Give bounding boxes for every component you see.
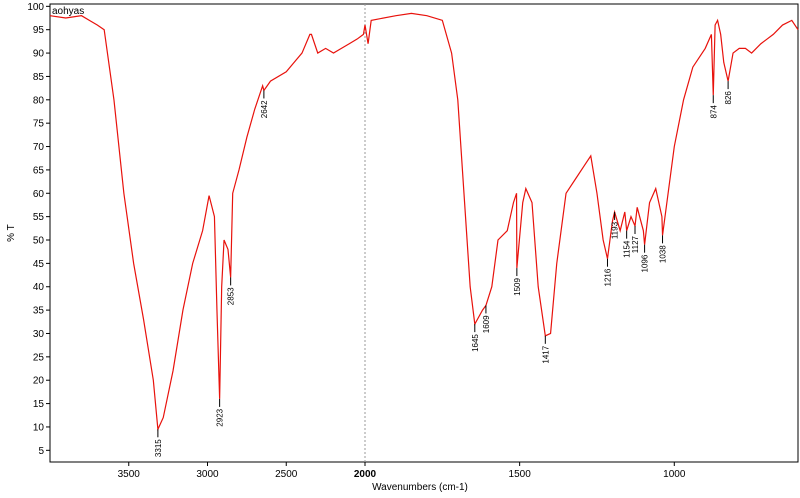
x-tick-label: 1000: [663, 469, 686, 480]
y-tick-label: 5: [38, 446, 44, 457]
peak-label: 2642: [260, 100, 269, 118]
y-tick-label: 25: [33, 352, 45, 363]
y-tick-label: 75: [33, 119, 45, 130]
x-tick-label: 2500: [275, 469, 298, 480]
y-tick-label: 55: [33, 212, 45, 223]
peak-label: 1645: [471, 334, 480, 352]
y-tick-label: 15: [33, 399, 45, 410]
y-tick-label: 35: [33, 306, 45, 317]
y-tick-label: 95: [33, 25, 45, 36]
peak-label: 1127: [631, 235, 640, 253]
y-tick-label: 10: [33, 422, 45, 433]
peak-label: 1417: [541, 345, 550, 363]
y-tick-label: 50: [33, 236, 45, 247]
peak-label: 2853: [227, 287, 236, 305]
y-tick-label: 45: [33, 259, 45, 270]
peak-label: 2923: [216, 408, 225, 426]
peak-label: 3315: [154, 439, 163, 457]
peak-label: 1216: [603, 268, 612, 286]
x-tick-label: 2000: [354, 469, 377, 480]
peak-label: 1096: [641, 254, 650, 272]
peak-label: 1038: [659, 245, 668, 263]
y-tick-label: 90: [33, 49, 45, 60]
y-tick-label: 65: [33, 165, 45, 176]
y-tick-label: 30: [33, 329, 45, 340]
x-tick-label: 1500: [509, 469, 532, 480]
x-tick-label: 3500: [118, 469, 141, 480]
y-tick-label: 20: [33, 376, 45, 387]
y-tick-label: 40: [33, 282, 45, 293]
plot-frame: [49, 3, 799, 463]
y-tick-label: 60: [33, 189, 45, 200]
spectrum-line: [49, 12, 799, 432]
y-tick-label: 80: [33, 95, 45, 106]
x-tick-label: 3000: [196, 469, 219, 480]
peak-label: 1609: [482, 315, 491, 333]
peak-label: 826: [724, 91, 733, 105]
peak-label: 1193: [611, 221, 620, 239]
sample-label: aohyas: [52, 6, 84, 17]
y-axis-label: % T: [6, 224, 17, 242]
peak-label: 1154: [623, 240, 632, 258]
y-tick-label: 85: [33, 72, 45, 83]
y-tick-label: 70: [33, 142, 45, 153]
x-axis-label: Wavenumbers (cm-1): [372, 482, 468, 493]
y-tick-label: 100: [27, 2, 44, 13]
peak-label: 1509: [513, 278, 522, 296]
peak-label: 874: [709, 105, 718, 119]
